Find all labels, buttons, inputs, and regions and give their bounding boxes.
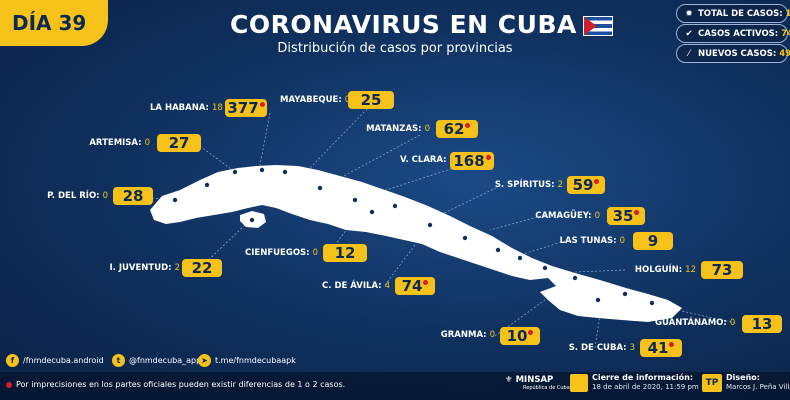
footer-bar <box>0 372 790 400</box>
designer-logo-icon: TP <box>702 373 722 392</box>
province-total-cienfuegos: 12 <box>323 244 367 262</box>
province-label-camaguey: CAMAGÜEY: 0 <box>535 211 600 221</box>
province-total-mayabeque: 25 <box>348 91 394 109</box>
province-total-i-juventud: 22 <box>182 259 222 277</box>
province-total-holguin: 73 <box>701 261 743 279</box>
province-total-s-spiritus: 59 <box>567 176 605 194</box>
stat-new-cases: ⁄ NUEVOS CASOS: 49 <box>676 44 790 63</box>
province-total-s-de-cuba: 41 <box>640 339 682 357</box>
social-twitter[interactable]: t @fnmdecuba_app <box>112 352 201 370</box>
alert-dot-icon <box>259 102 265 107</box>
social-facebook[interactable]: f/fnmdecuba.android <box>6 352 104 370</box>
alert-dot-icon <box>465 123 471 128</box>
social-telegram[interactable]: ➤ t.me/fnmdecubaapk <box>198 352 296 370</box>
province-label-holguin: HOLGUÍN: 12 <box>634 265 696 275</box>
province-total-p-del-rio: 28 <box>113 187 153 205</box>
stat-total-cases: ✹TOTAL DE CASOS:1035 <box>676 4 790 23</box>
province-label-la-habana: LA HABANA: 18 <box>150 103 223 113</box>
cuba-island <box>150 165 682 322</box>
design-credit: TP Diseño: Marcos J. Peña Villa <box>702 373 790 392</box>
province-label-c-de-avila: C. DE ÁVILA: 4 <box>322 281 390 291</box>
province-label-i-juventud: I. JUVENTUD: 2 <box>109 263 181 273</box>
closing-info: Cierre de información: 18 de abril de 202… <box>570 373 699 392</box>
day-badge: DÍA 39 <box>0 0 108 46</box>
province-total-guantanamo: 13 <box>742 315 782 333</box>
province-total-c-de-avila: 74 <box>395 277 435 295</box>
province-total-camaguey: 35 <box>607 207 645 225</box>
alert-dot-icon <box>485 155 491 160</box>
province-dots <box>172 167 655 306</box>
alert-dot-icon <box>594 179 600 184</box>
cuba-flag-icon <box>582 16 613 36</box>
page-title: CORONAVIRUS EN CUBA <box>230 10 613 39</box>
province-label-s-de-cuba: S. DE CUBA: 3 <box>568 343 635 353</box>
province-total-v-clara: 168 <box>450 152 494 170</box>
province-label-artemisa: ARTEMISA: 0 <box>89 138 150 148</box>
virus-icon: ✹ <box>685 9 693 19</box>
facebook-icon: f <box>6 354 19 367</box>
province-total-artemisa: 27 <box>157 134 201 152</box>
bullet-icon <box>6 381 12 388</box>
province-label-granma: GRANMA: 0 <box>440 330 495 340</box>
province-total-matanzas: 62 <box>436 120 478 138</box>
disclaimer-note: Por imprecisiones en los partes oficiale… <box>6 380 345 389</box>
province-total-la-habana: 377 <box>225 99 267 117</box>
telegram-icon: ➤ <box>198 354 211 367</box>
alert-dot-icon <box>634 210 640 215</box>
province-label-guantanamo: GUANTÁNAMO: 0 <box>655 318 736 328</box>
province-label-las-tunas: LAS TUNAS: 0 <box>559 236 625 246</box>
alert-dot-icon <box>669 342 675 347</box>
check-circle-icon: ✔ <box>685 29 693 39</box>
province-label-s-spiritus: S. SPÍRITUS: 2 <box>494 180 563 190</box>
province-label-cienfuegos: CIENFUEGOS: 0 <box>245 248 318 258</box>
province-label-p-del-rio: P. DEL RÍO: 0 <box>47 191 108 201</box>
alert-dot-icon <box>423 280 429 285</box>
province-total-granma: 10 <box>500 327 540 345</box>
emblem-icon: ⚜ <box>505 375 516 385</box>
minsap-logo: ⚜ MINSAP República de Cuba <box>505 375 570 391</box>
syringe-icon: ⁄ <box>688 49 690 59</box>
header: CORONAVIRUS EN CUBA Distribución de caso… <box>230 10 613 56</box>
province-total-las-tunas: 9 <box>633 232 673 250</box>
alert-dot-icon <box>528 330 534 335</box>
page-subtitle: Distribución de casos por provincias <box>277 41 513 56</box>
calendar-icon <box>570 373 588 392</box>
stat-active-cases: ✔CASOS ACTIVOS:744 <box>676 24 790 43</box>
province-label-mayabeque: MAYABEQUE:0 <box>280 95 350 105</box>
province-label-v-clara: V. CLARA:8 <box>400 155 455 165</box>
twitter-icon: t <box>112 354 125 367</box>
province-label-matanzas: MATANZAS: 0 <box>366 124 430 134</box>
